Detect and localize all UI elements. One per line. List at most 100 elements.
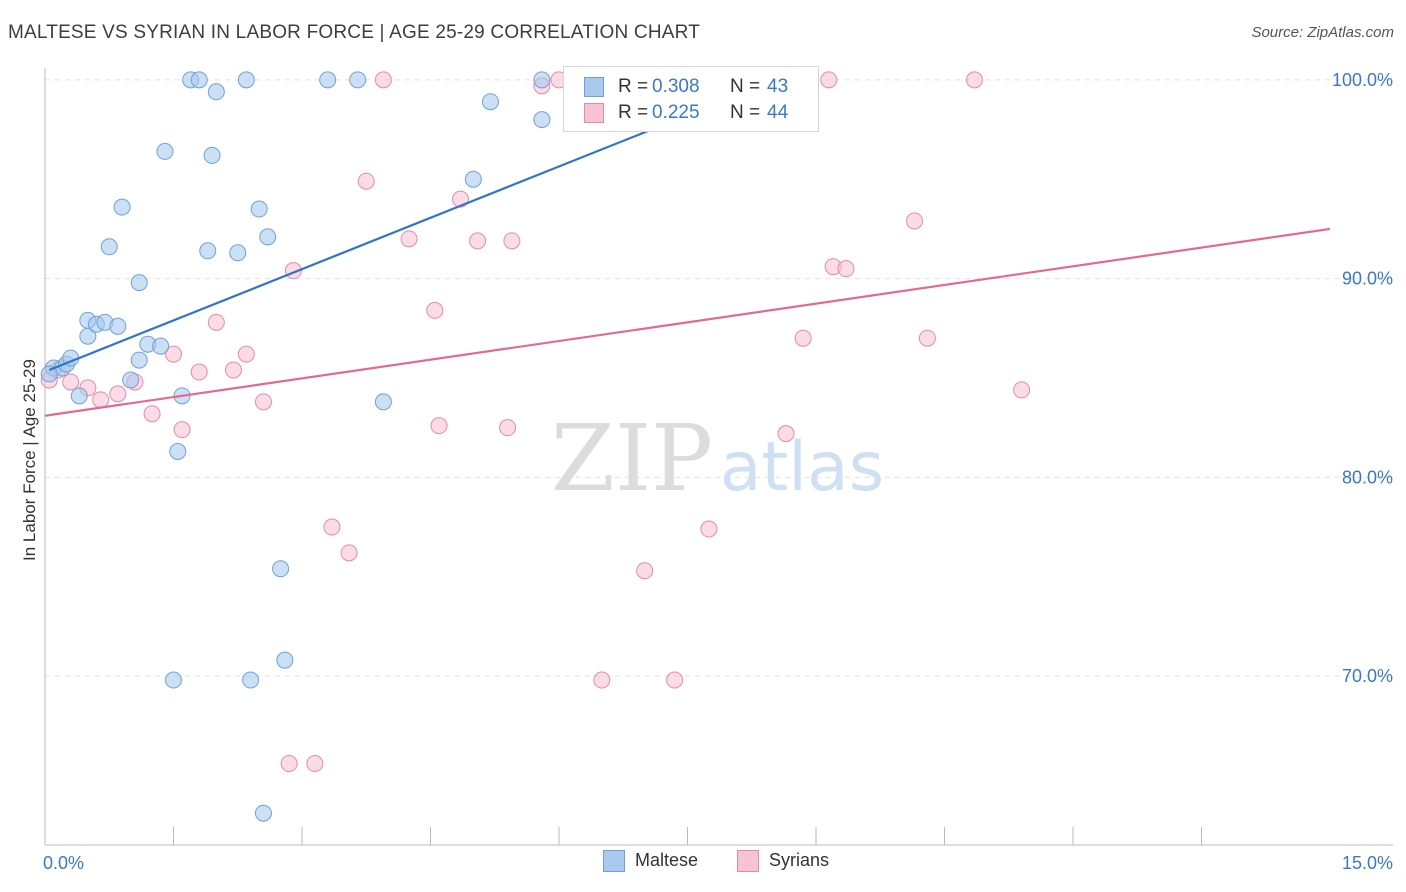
data-point <box>237 345 255 363</box>
data-point <box>207 313 225 331</box>
series-maltese <box>40 71 585 822</box>
data-point <box>837 260 855 278</box>
trend-line-syrians <box>44 227 1331 417</box>
data-point <box>237 71 255 89</box>
syrians-swatch <box>584 103 604 123</box>
data-point <box>152 337 170 355</box>
data-point <box>1013 381 1031 399</box>
legend: Maltese Syrians <box>0 850 1406 878</box>
data-point <box>92 391 110 409</box>
data-point <box>40 365 58 383</box>
data-point <box>319 71 337 89</box>
data-point <box>207 83 225 101</box>
data-point <box>62 373 80 391</box>
data-point <box>203 146 221 164</box>
data-point <box>464 170 482 188</box>
data-point <box>190 363 208 381</box>
data-point <box>593 671 611 689</box>
trend-lines <box>44 86 1331 417</box>
gridlines <box>45 79 1393 677</box>
legend-item-maltese[interactable]: Maltese <box>603 850 699 873</box>
x-tick-label: 0.0% <box>43 853 84 873</box>
data-point <box>533 71 551 89</box>
data-point <box>70 387 88 405</box>
r-label: R = <box>618 102 649 123</box>
maltese-swatch <box>603 850 625 873</box>
data-point <box>190 71 208 89</box>
data-point <box>143 405 161 423</box>
axes <box>44 68 1393 846</box>
data-point <box>165 671 182 689</box>
n-label: N = <box>730 102 761 123</box>
data-point <box>374 393 392 411</box>
data-point <box>965 71 983 89</box>
trend-line-maltese <box>48 86 757 372</box>
data-point <box>323 518 341 536</box>
data-point <box>306 755 324 773</box>
y-tick-label: 80.0% <box>1342 467 1393 487</box>
data-point <box>130 274 148 292</box>
data-point <box>357 172 375 190</box>
r-label: R = <box>618 76 649 97</box>
data-point <box>918 329 936 347</box>
data-point <box>503 232 521 250</box>
data-point <box>242 671 260 689</box>
data-point <box>224 361 242 379</box>
data-point <box>426 301 444 319</box>
data-point <box>340 544 358 562</box>
r-value: 0.225 <box>652 102 700 123</box>
data-point <box>272 560 290 578</box>
data-point <box>254 393 272 411</box>
data-point <box>906 212 924 230</box>
legend-label: Maltese <box>635 850 699 870</box>
y-tick-label: 90.0% <box>1342 269 1393 289</box>
data-point <box>113 198 131 216</box>
data-point <box>276 651 294 669</box>
r-value: 0.308 <box>652 76 700 97</box>
data-point <box>109 317 127 335</box>
data-point <box>349 71 367 89</box>
data-point <box>165 345 182 363</box>
watermark: ZIP atlas <box>551 405 884 512</box>
n-value: 43 <box>767 76 789 97</box>
data-point <box>122 371 140 389</box>
syrians-swatch <box>737 850 759 873</box>
maltese-swatch <box>584 77 604 97</box>
data-point <box>666 671 684 689</box>
data-point <box>156 142 174 160</box>
data-point <box>280 755 298 773</box>
data-point <box>794 329 812 347</box>
data-point <box>109 385 127 403</box>
data-point <box>374 71 392 89</box>
data-point <box>820 71 838 89</box>
n-value: 44 <box>767 102 789 123</box>
data-point <box>700 520 718 538</box>
data-point <box>400 230 418 248</box>
stats-box: R = 0.308 N = 43 R = 0.225 N = 44 <box>563 66 819 132</box>
data-point <box>499 419 517 437</box>
data-point <box>254 804 272 822</box>
tick-labels: 100.0% 90.0% 80.0% 70.0% 0.0% 15.0% <box>43 70 1393 873</box>
legend-label: Syrians <box>769 850 830 870</box>
y-tick-label: 100.0% <box>1332 70 1393 90</box>
data-point <box>469 232 487 250</box>
data-point <box>636 562 654 580</box>
n-label: N = <box>730 76 761 97</box>
data-point <box>481 93 499 111</box>
data-point <box>533 111 551 129</box>
data-point <box>250 200 268 218</box>
data-point <box>169 443 187 461</box>
data-point <box>199 242 217 260</box>
data-point <box>173 421 191 439</box>
source-label: Source: ZipAtlas.com <box>1251 24 1394 41</box>
data-point <box>130 351 148 369</box>
data-point <box>430 417 448 435</box>
x-tick-label: 15.0% <box>1342 853 1393 873</box>
data-point <box>229 244 247 262</box>
data-point <box>100 238 118 256</box>
y-tick-label: 70.0% <box>1342 666 1393 686</box>
legend-item-syrians[interactable]: Syrians <box>737 850 830 873</box>
data-point <box>777 425 795 443</box>
watermark-atlas: atlas <box>720 428 884 507</box>
